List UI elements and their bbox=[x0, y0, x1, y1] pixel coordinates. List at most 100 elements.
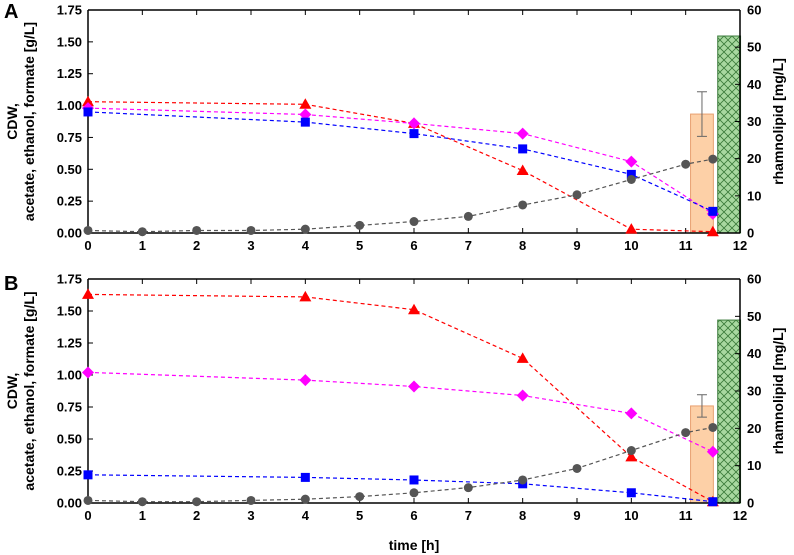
y-axis-title-line2: acetate, ethanol, formate [g/L] bbox=[21, 22, 37, 221]
y-axis-title-line1: CDW, bbox=[4, 373, 20, 410]
ethanol-data-point bbox=[408, 117, 420, 130]
x-tick-label: 1 bbox=[139, 508, 146, 523]
x-tick-label: 6 bbox=[410, 508, 417, 523]
y-tick-label: 0.00 bbox=[57, 496, 82, 511]
x-tick-label: 4 bbox=[302, 508, 310, 523]
ethanol-data-point bbox=[299, 374, 312, 387]
cdw-data-point bbox=[518, 200, 528, 210]
y-tick-label: 0.75 bbox=[57, 400, 82, 415]
cdw-data-point bbox=[626, 446, 636, 456]
x-tick-label: 10 bbox=[624, 238, 638, 253]
cdw-data-point bbox=[300, 494, 310, 504]
formate-data-point bbox=[409, 475, 419, 485]
y-right-tick-label: 30 bbox=[747, 384, 761, 399]
cdw-data-point bbox=[708, 154, 718, 164]
cdw-data-point bbox=[681, 159, 691, 169]
y-axis-title-line2: acetate, ethanol, formate [g/L] bbox=[21, 291, 37, 490]
formate-data-point bbox=[83, 470, 93, 480]
formate-series-line bbox=[87, 474, 713, 503]
panel-label: A bbox=[4, 1, 18, 23]
formate-data-point bbox=[708, 497, 718, 507]
bar-error-bar bbox=[696, 91, 707, 137]
cdw-data-point bbox=[137, 497, 147, 507]
formate-data-point bbox=[300, 472, 310, 482]
y-right-tick-label: 20 bbox=[747, 421, 761, 436]
panel-a: A0 1 2 3 4 5 6 7 8 9 10 11 120.000.250.500.751.001.2… bbox=[4, 1, 786, 253]
x-tick-label: 3 bbox=[247, 238, 254, 253]
y-tick-label: 0.25 bbox=[57, 464, 82, 479]
y-right-tick-label: 40 bbox=[747, 346, 761, 361]
acetate-data-point bbox=[516, 164, 529, 176]
cdw-data-point bbox=[300, 224, 310, 234]
y-tick-label: 1.50 bbox=[57, 304, 82, 319]
acetate-data-point bbox=[625, 223, 638, 234]
acetate-data-point bbox=[408, 303, 420, 315]
x-tick-label: 8 bbox=[519, 238, 526, 253]
cdw-data-point bbox=[708, 422, 718, 432]
y-right-tick-label: 10 bbox=[747, 188, 761, 203]
formate-data-point bbox=[626, 488, 636, 498]
cdw-data-point bbox=[572, 463, 582, 473]
ethanol-data-point bbox=[408, 380, 420, 393]
x-tick-label: 0 bbox=[84, 238, 91, 253]
cdw-data-point bbox=[681, 428, 691, 438]
x-axis-title: time [h] bbox=[389, 537, 440, 553]
formate-data-point bbox=[300, 117, 310, 127]
ethanol-series-line bbox=[87, 107, 714, 215]
x-tick-label: 0 bbox=[84, 508, 91, 523]
cdw-data-point bbox=[83, 495, 93, 505]
y-right-tick-label: 30 bbox=[747, 114, 761, 129]
cdw-data-point bbox=[355, 492, 365, 502]
cdw-data-point bbox=[463, 483, 473, 493]
y-axis-title-line1: CDW, bbox=[4, 103, 20, 140]
x-tick-label: 7 bbox=[465, 238, 472, 253]
x-tick-label: 6 bbox=[410, 238, 417, 253]
y-right-tick-label: 20 bbox=[747, 151, 761, 166]
rhamnolipid-bar bbox=[717, 319, 742, 504]
cdw-data-point bbox=[409, 488, 419, 498]
cdw-data-point bbox=[83, 225, 93, 235]
acetate-data-point bbox=[82, 288, 94, 299]
x-tick-label: 4 bbox=[302, 238, 310, 253]
ethanol-data-point bbox=[299, 108, 312, 121]
x-tick-label: 12 bbox=[733, 238, 747, 253]
cdw-data-point bbox=[355, 220, 365, 230]
y-tick-label: 1.75 bbox=[57, 272, 82, 287]
cdw-series-line bbox=[87, 426, 713, 503]
acetate-data-point bbox=[625, 450, 638, 462]
acetate-data-point bbox=[82, 95, 94, 107]
x-tick-label: 1 bbox=[139, 238, 146, 253]
y-tick-label: 1.25 bbox=[57, 336, 82, 351]
x-tick-label: 8 bbox=[519, 508, 526, 523]
ethanol-data-point bbox=[82, 366, 94, 379]
x-tick-label: 12 bbox=[733, 508, 747, 523]
y-tick-label: 1.50 bbox=[57, 34, 82, 49]
cdw-data-point bbox=[626, 174, 636, 184]
y-tick-label: 1.00 bbox=[57, 368, 82, 383]
y-tick-label: 0.75 bbox=[57, 130, 82, 145]
cdw-data-point bbox=[192, 497, 202, 507]
y-right-tick-label: 0 bbox=[747, 496, 754, 511]
y-tick-label: 0.25 bbox=[57, 194, 82, 209]
y-right-axis-title: rhamnolipid [mg/L] bbox=[770, 328, 786, 455]
x-tick-label: 10 bbox=[624, 508, 638, 523]
y-right-axis-title: rhamnolipid [mg/L] bbox=[770, 58, 786, 185]
y-tick-label: 1.00 bbox=[57, 98, 82, 113]
panel-b: B0 1 2 3 4 5 6 7 8 9 10 11 120.000.250.500.751.001.2… bbox=[4, 272, 786, 524]
ethanol-data-point bbox=[516, 389, 529, 402]
x-tick-label: 11 bbox=[679, 238, 693, 253]
acetate-series-line bbox=[87, 293, 714, 503]
ethanol-data-point bbox=[625, 155, 638, 168]
cdw-series-line bbox=[87, 158, 713, 233]
x-tick-label: 3 bbox=[247, 508, 254, 523]
cdw-data-point bbox=[246, 225, 256, 235]
y-tick-label: 0.50 bbox=[57, 162, 82, 177]
y-right-tick-label: 50 bbox=[747, 309, 761, 324]
panel-label: B bbox=[4, 273, 18, 295]
y-right-tick-label: 10 bbox=[747, 458, 761, 473]
ethanol-data-point bbox=[516, 127, 529, 140]
cdw-data-point bbox=[192, 225, 202, 235]
acetate-data-point bbox=[299, 98, 312, 109]
y-tick-label: 1.25 bbox=[57, 66, 82, 81]
